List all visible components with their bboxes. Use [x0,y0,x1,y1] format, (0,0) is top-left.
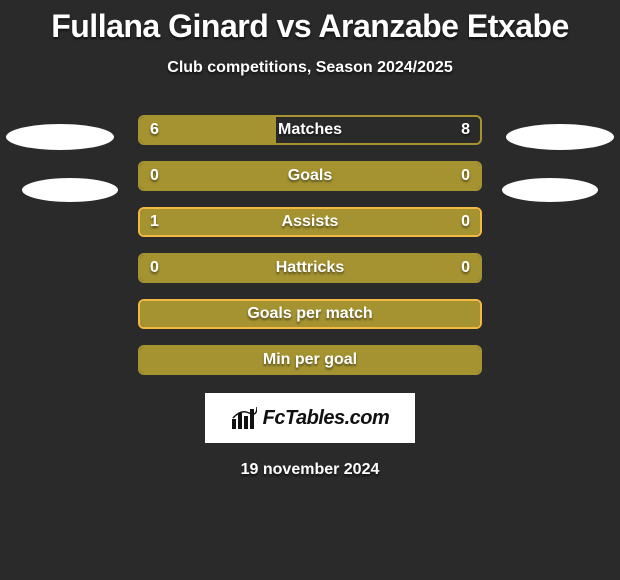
date-text: 19 november 2024 [241,461,380,479]
stat-value-left: 0 [150,167,159,185]
stat-value-right: 0 [461,213,470,231]
logo-text: FcTables.com [263,407,390,430]
stat-fill-left [140,301,480,327]
stat-fill-left [140,255,480,281]
logo-box: FcTables.com [205,393,415,443]
stat-value-left: 0 [150,259,159,277]
page-title: Fullana Ginard vs Aranzabe Etxabe [51,8,569,45]
stat-fill-left [140,163,480,189]
stat-value-right: 8 [461,121,470,139]
stat-value-right: 0 [461,167,470,185]
content: Fullana Ginard vs Aranzabe Etxabe Club c… [0,0,620,580]
subtitle: Club competitions, Season 2024/2025 [167,59,452,77]
stat-fill-left [140,209,405,235]
stat-row: 00Goals [138,161,482,191]
stat-bars: 68Matches00Goals10Assists00HattricksGoal… [138,115,482,375]
stat-value-right: 0 [461,259,470,277]
stat-row: Goals per match [138,299,482,329]
stat-row: 10Assists [138,207,482,237]
stat-value-left: 1 [150,213,159,231]
stat-row: 68Matches [138,115,482,145]
stat-fill-left [140,347,480,373]
stat-row: Min per goal [138,345,482,375]
stat-value-left: 6 [150,121,159,139]
stat-row: 00Hattricks [138,253,482,283]
stat-fill-left [140,117,276,143]
logo-bars-icon [231,407,257,429]
chart-area: 68Matches00Goals10Assists00HattricksGoal… [0,115,620,375]
